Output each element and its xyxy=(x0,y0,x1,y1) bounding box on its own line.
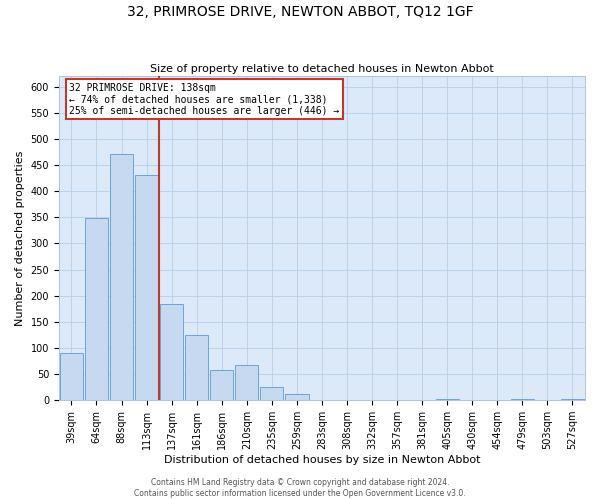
Bar xyxy=(60,353,83,400)
Text: 32, PRIMROSE DRIVE, NEWTON ABBOT, TQ12 1GF: 32, PRIMROSE DRIVE, NEWTON ABBOT, TQ12 1… xyxy=(127,5,473,19)
Bar xyxy=(135,175,158,400)
Title: Size of property relative to detached houses in Newton Abbot: Size of property relative to detached ho… xyxy=(150,64,494,74)
Bar xyxy=(160,304,183,400)
Y-axis label: Number of detached properties: Number of detached properties xyxy=(15,150,25,326)
Bar xyxy=(436,399,459,400)
Bar xyxy=(185,336,208,400)
Bar xyxy=(110,154,133,400)
X-axis label: Distribution of detached houses by size in Newton Abbot: Distribution of detached houses by size … xyxy=(164,455,480,465)
Bar xyxy=(260,387,283,400)
Bar xyxy=(511,399,534,400)
Bar xyxy=(285,394,308,400)
Bar xyxy=(85,218,108,400)
Text: 32 PRIMROSE DRIVE: 138sqm
← 74% of detached houses are smaller (1,338)
25% of se: 32 PRIMROSE DRIVE: 138sqm ← 74% of detac… xyxy=(70,82,340,116)
Bar xyxy=(235,364,259,400)
Bar xyxy=(210,370,233,400)
Bar xyxy=(561,399,584,400)
Text: Contains HM Land Registry data © Crown copyright and database right 2024.
Contai: Contains HM Land Registry data © Crown c… xyxy=(134,478,466,498)
